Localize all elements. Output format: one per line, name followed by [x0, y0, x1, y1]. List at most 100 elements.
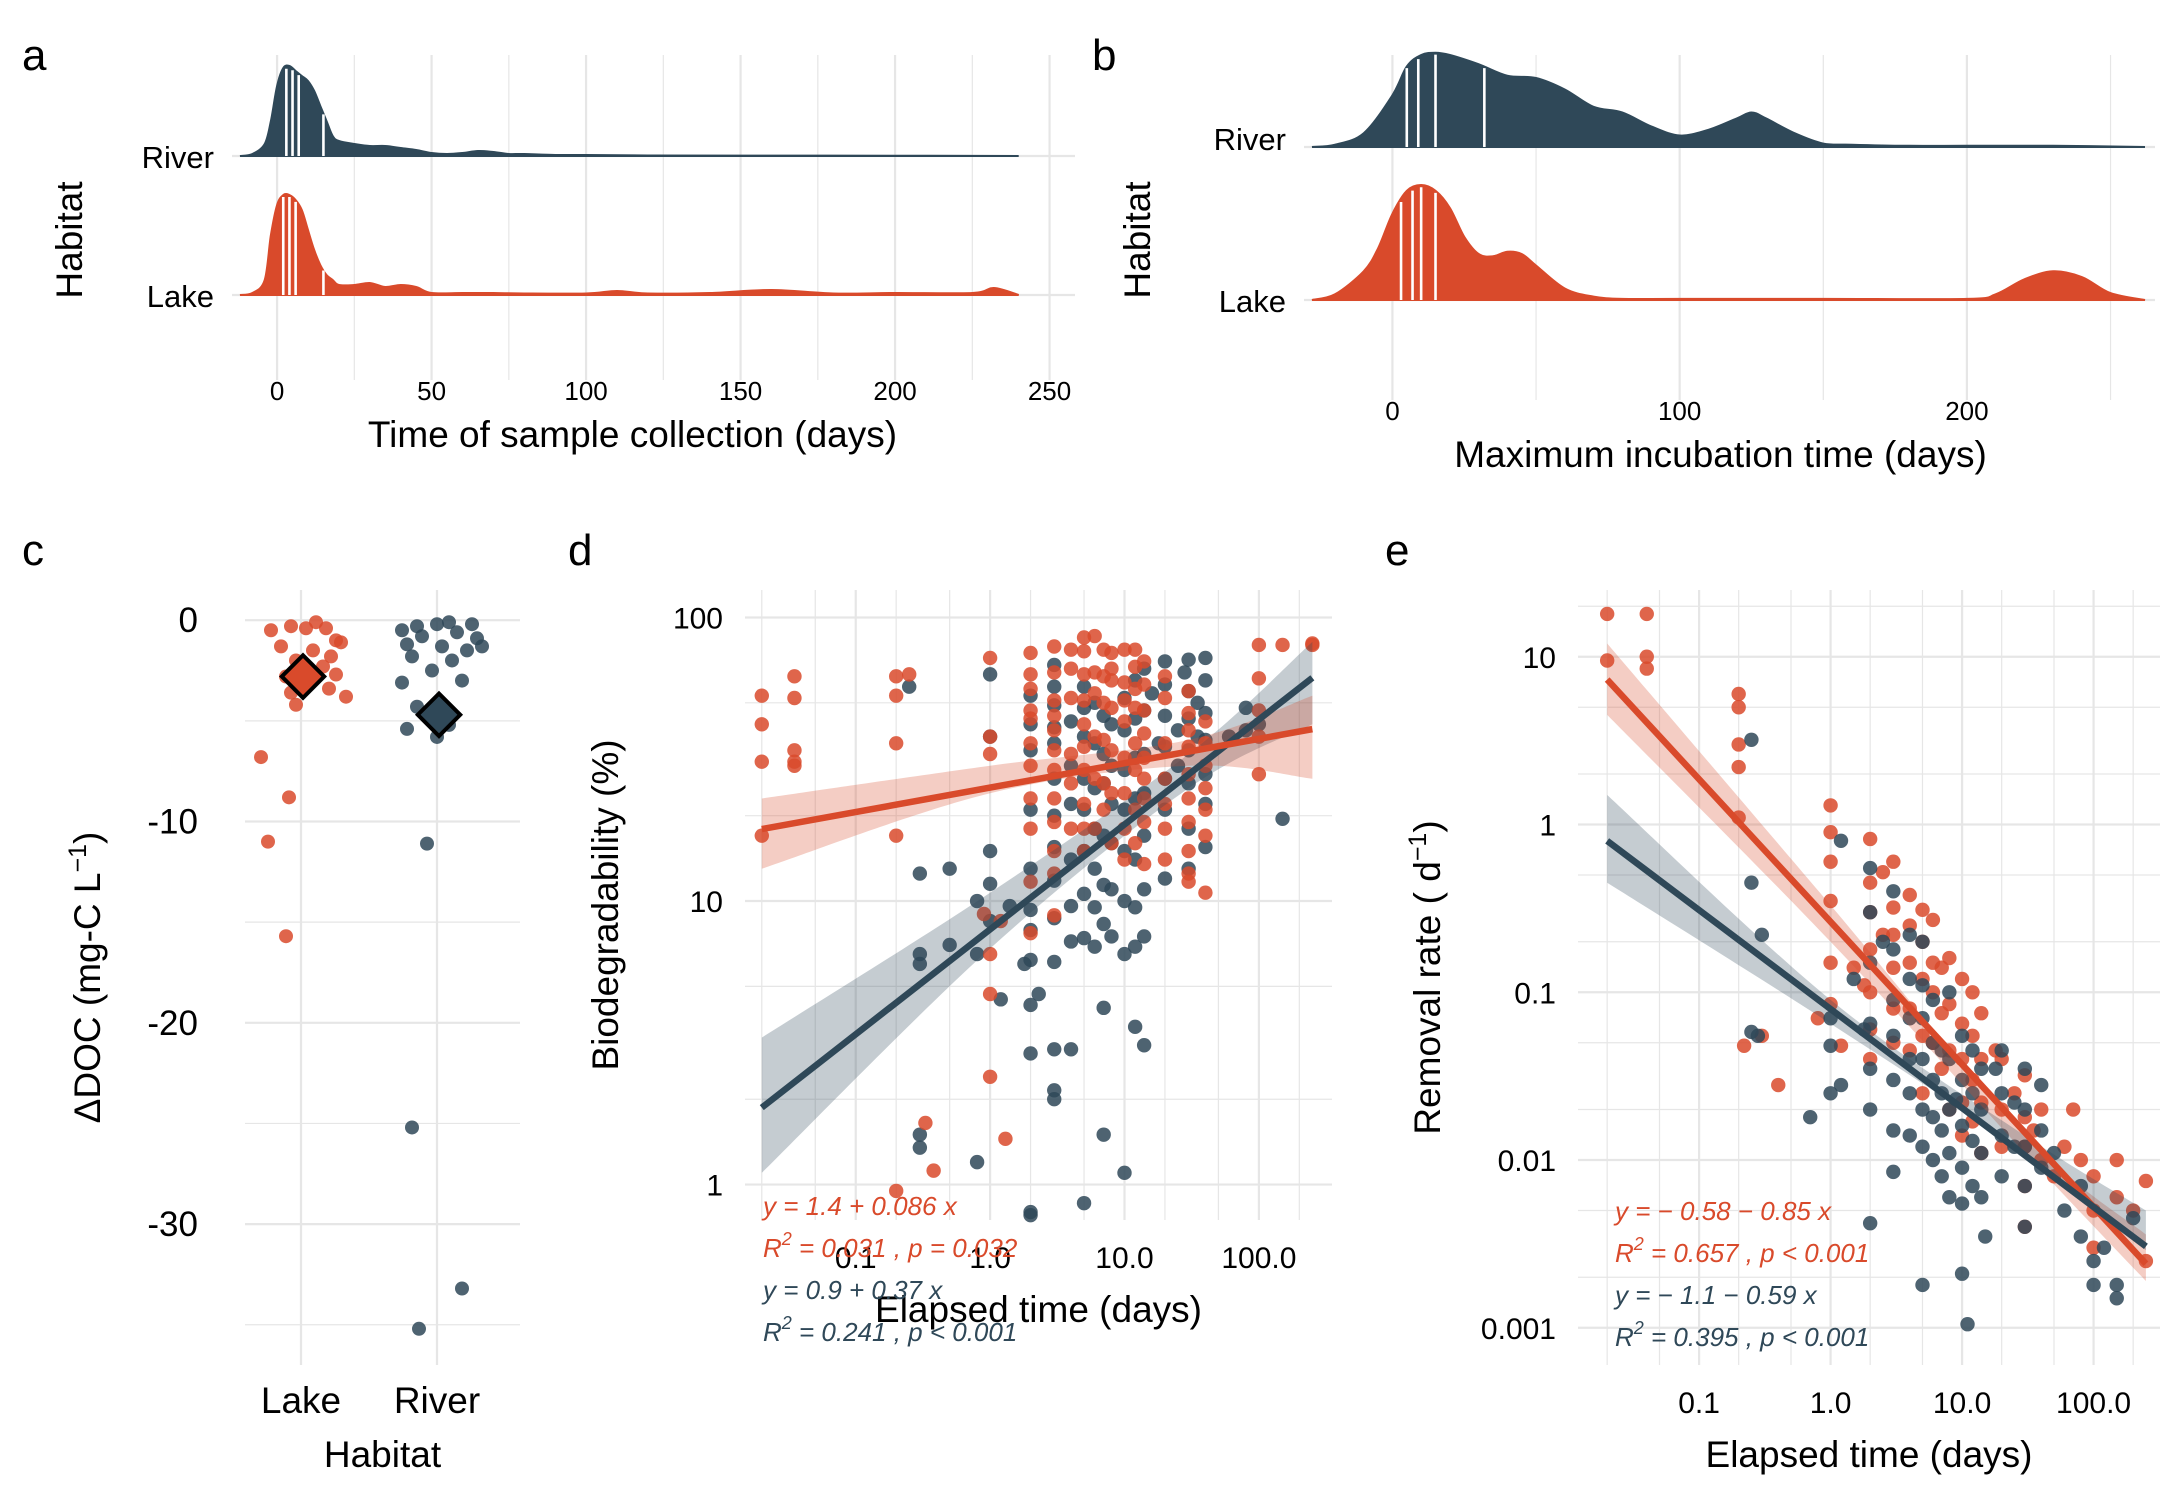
river-point — [1063, 796, 1079, 812]
lake-point — [1862, 831, 1878, 847]
lake-r-squared: R2 = 0.657 , p < 0.001 — [1615, 1234, 1869, 1268]
lake-point — [1023, 758, 1038, 773]
lake-point — [1823, 854, 1838, 869]
river-point — [1960, 1317, 1975, 1332]
lake-point — [2034, 1102, 2049, 1117]
r-stats: = 0.241 , p < 0.001 — [792, 1317, 1018, 1347]
river-point — [1978, 1229, 1993, 1244]
lake-point — [1047, 908, 1062, 923]
lake-point — [1104, 743, 1119, 758]
lake-point — [1954, 971, 1970, 987]
lake-point — [1965, 985, 1980, 1000]
lake-point — [1136, 814, 1152, 830]
lake-point — [1117, 642, 1132, 657]
lake-point — [1063, 690, 1079, 706]
lake-point — [1117, 852, 1132, 867]
lake-point — [2057, 1139, 2072, 1154]
lake-point — [1902, 887, 1917, 903]
y-tick-label: 10 — [1523, 642, 1556, 675]
lake-point — [1810, 1011, 1826, 1026]
lake-point — [1599, 653, 1615, 668]
lake-point — [787, 669, 802, 684]
y-tick-label: 0.01 — [1498, 1145, 1556, 1178]
lake-point — [1157, 852, 1173, 867]
panel-label-d: d — [568, 526, 592, 575]
lake-point — [888, 1183, 904, 1199]
river-point — [912, 866, 928, 881]
y-tick-label: 10 — [690, 886, 723, 919]
lake-point — [1181, 791, 1196, 806]
lake-point — [1076, 821, 1092, 836]
river-point — [1886, 884, 1901, 899]
river-point — [1076, 1195, 1092, 1211]
lake-point — [1157, 821, 1173, 836]
river-point — [2096, 1240, 2112, 1255]
panel-b: b River Lake 0 100 200 Maximum incubation time… — [1092, 31, 2155, 475]
river-point — [1988, 1061, 2003, 1076]
river-point — [2086, 1277, 2101, 1293]
river-point — [1974, 1145, 1989, 1161]
lake-point — [1047, 723, 1062, 738]
lake-point — [982, 946, 998, 962]
lake-point — [1063, 642, 1079, 657]
lake-point — [1275, 637, 1290, 653]
lake-point — [1862, 875, 1878, 890]
river-point — [1047, 954, 1062, 970]
lake-point — [1198, 780, 1213, 796]
river-point — [1136, 929, 1152, 944]
lake-point — [2109, 1152, 2124, 1168]
river-point — [445, 653, 459, 668]
river-point — [1076, 886, 1092, 902]
lake-point — [1076, 644, 1092, 659]
river-point — [1117, 802, 1132, 817]
x-tick-label: 0.1 — [1678, 1387, 1720, 1420]
r-label: R — [1615, 1322, 1634, 1352]
lake-point — [754, 717, 769, 732]
lake-point — [274, 639, 288, 654]
y-tick-label: 0 — [179, 601, 198, 640]
lake-point — [1136, 703, 1152, 718]
lake-point — [787, 758, 802, 773]
lake-point — [1157, 736, 1173, 751]
river-point — [400, 637, 414, 652]
r-superscript: 2 — [1633, 1234, 1644, 1254]
lake-point — [1181, 843, 1196, 859]
lake-point — [1974, 1006, 1989, 1021]
river-point — [412, 1321, 426, 1336]
lake-point — [2073, 1152, 2089, 1168]
river-point — [1875, 934, 1891, 949]
river-point — [1994, 1043, 2009, 1058]
lake-point — [1251, 767, 1267, 782]
lake-point — [1063, 661, 1079, 676]
lake-point — [254, 750, 268, 765]
lake-point — [1104, 661, 1119, 676]
lake-point — [282, 790, 296, 805]
river-point — [1063, 714, 1079, 729]
river-point — [1127, 939, 1143, 954]
lake-point — [319, 621, 333, 636]
river-point — [1925, 1110, 1941, 1125]
river-point — [1915, 1139, 1930, 1154]
river-point — [1047, 679, 1062, 694]
lake-mean-marker — [278, 652, 328, 701]
lake-point — [1136, 726, 1152, 741]
lake-point — [1731, 686, 1746, 702]
river-point — [442, 615, 456, 630]
river-mean-marker — [414, 690, 464, 739]
river-point — [1915, 1102, 1930, 1117]
river-point — [1744, 732, 1759, 747]
x-tick-label-lake: Lake — [261, 1380, 341, 1421]
river-point — [1803, 1110, 1818, 1125]
lake-point — [1023, 667, 1038, 682]
y-category-label-river: River — [1214, 122, 1286, 157]
river-point — [1862, 1016, 1878, 1031]
lake-point — [1117, 714, 1132, 729]
lake-point — [1087, 628, 1102, 644]
river-point — [1846, 971, 1861, 987]
lake-point — [998, 1131, 1013, 1147]
river-point — [1157, 654, 1173, 669]
lake-point — [1076, 717, 1092, 732]
river-point — [969, 893, 985, 909]
lake-point — [1886, 900, 1901, 915]
